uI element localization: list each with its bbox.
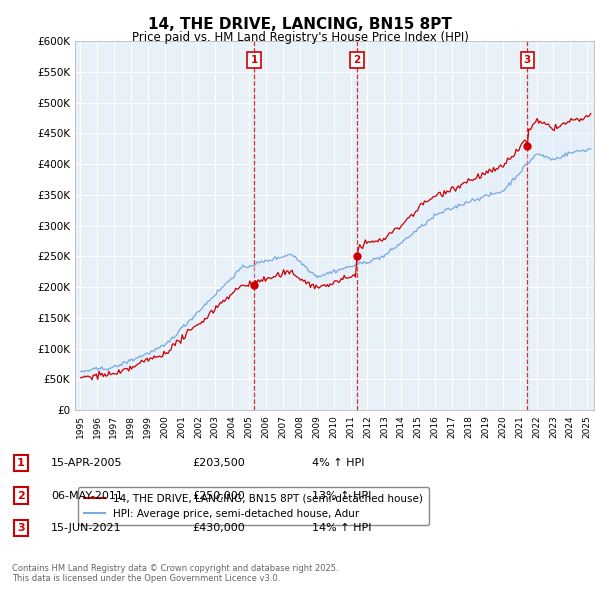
- Text: 14% ↑ HPI: 14% ↑ HPI: [312, 523, 371, 533]
- Text: 1: 1: [250, 55, 257, 65]
- Text: 13% ↑ HPI: 13% ↑ HPI: [312, 491, 371, 500]
- Text: £250,000: £250,000: [192, 491, 245, 500]
- Legend: 14, THE DRIVE, LANCING, BN15 8PT (semi-detached house), HPI: Average price, semi: 14, THE DRIVE, LANCING, BN15 8PT (semi-d…: [77, 487, 429, 525]
- Text: 1: 1: [17, 458, 25, 468]
- Text: Price paid vs. HM Land Registry's House Price Index (HPI): Price paid vs. HM Land Registry's House …: [131, 31, 469, 44]
- Text: 3: 3: [17, 523, 25, 533]
- Text: 2: 2: [353, 55, 361, 65]
- Text: 06-MAY-2011: 06-MAY-2011: [51, 491, 123, 500]
- Text: 3: 3: [524, 55, 531, 65]
- Text: £430,000: £430,000: [192, 523, 245, 533]
- Text: 2: 2: [17, 491, 25, 500]
- Text: £203,500: £203,500: [192, 458, 245, 468]
- Text: 14, THE DRIVE, LANCING, BN15 8PT: 14, THE DRIVE, LANCING, BN15 8PT: [148, 17, 452, 31]
- Text: 15-APR-2005: 15-APR-2005: [51, 458, 122, 468]
- Text: Contains HM Land Registry data © Crown copyright and database right 2025.
This d: Contains HM Land Registry data © Crown c…: [12, 563, 338, 583]
- Text: 15-JUN-2021: 15-JUN-2021: [51, 523, 122, 533]
- Text: 4% ↑ HPI: 4% ↑ HPI: [312, 458, 365, 468]
